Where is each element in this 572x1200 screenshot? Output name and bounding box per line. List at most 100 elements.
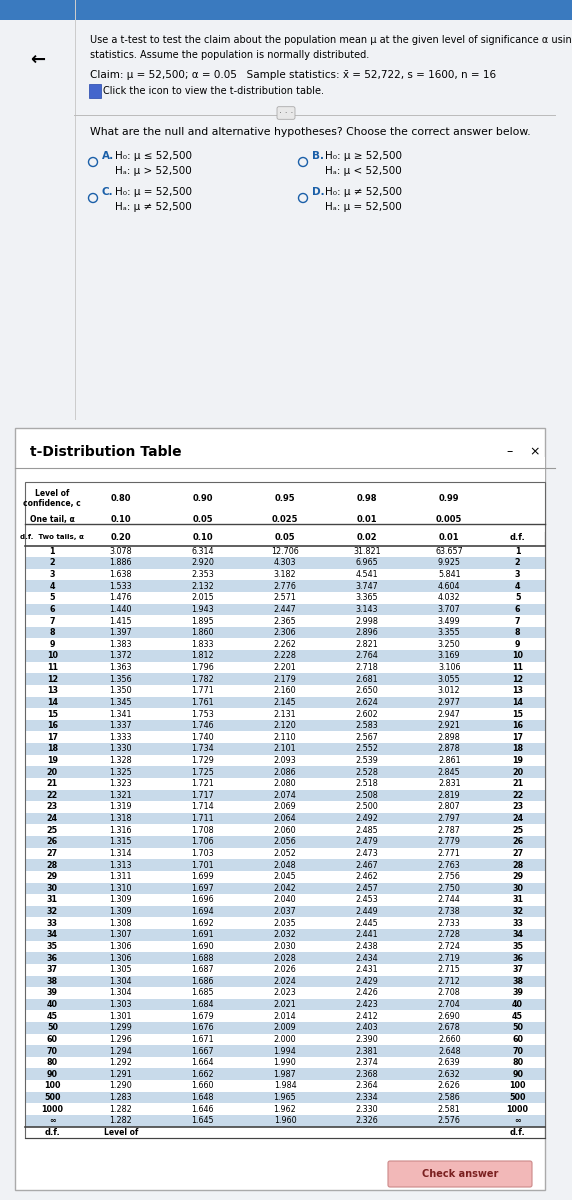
- Text: 39: 39: [47, 989, 58, 997]
- Text: 1.676: 1.676: [192, 1024, 214, 1032]
- Text: 1.282: 1.282: [109, 1116, 132, 1126]
- Text: 37: 37: [512, 965, 523, 974]
- Text: 35: 35: [512, 942, 523, 950]
- FancyBboxPatch shape: [25, 882, 545, 894]
- Text: 1.305: 1.305: [109, 965, 132, 974]
- Text: 25: 25: [512, 826, 523, 835]
- Text: 2.756: 2.756: [438, 872, 460, 881]
- Text: 23: 23: [512, 803, 523, 811]
- FancyBboxPatch shape: [89, 84, 101, 98]
- Text: 1.962: 1.962: [273, 1105, 296, 1114]
- Text: 24: 24: [47, 814, 58, 823]
- Text: 2.064: 2.064: [273, 814, 296, 823]
- Text: 2.403: 2.403: [356, 1024, 379, 1032]
- Text: 0.025: 0.025: [272, 516, 298, 524]
- Text: 2.426: 2.426: [356, 989, 379, 997]
- Text: 2.026: 2.026: [273, 965, 296, 974]
- Text: 2.423: 2.423: [356, 1000, 379, 1009]
- Text: 2.708: 2.708: [438, 989, 460, 997]
- Text: 2.074: 2.074: [273, 791, 296, 800]
- Text: 80: 80: [512, 1058, 523, 1067]
- Text: 2.690: 2.690: [438, 1012, 460, 1021]
- Text: H₀: μ ≠ 52,500: H₀: μ ≠ 52,500: [325, 187, 402, 197]
- Text: 1.341: 1.341: [110, 709, 132, 719]
- Text: 2.023: 2.023: [273, 989, 296, 997]
- Text: statistics. Assume the population is normally distributed.: statistics. Assume the population is nor…: [90, 50, 370, 60]
- Text: 0.10: 0.10: [110, 516, 131, 524]
- Text: 2.110: 2.110: [273, 733, 296, 742]
- Text: 2.374: 2.374: [356, 1058, 379, 1067]
- Text: 17: 17: [512, 733, 523, 742]
- Text: 2.998: 2.998: [356, 617, 379, 625]
- Text: Hₐ: μ > 52,500: Hₐ: μ > 52,500: [115, 166, 192, 176]
- FancyBboxPatch shape: [25, 755, 545, 767]
- Text: 1.960: 1.960: [273, 1116, 296, 1126]
- Text: 4: 4: [50, 582, 55, 590]
- FancyBboxPatch shape: [25, 1022, 545, 1033]
- Text: 0.01: 0.01: [357, 516, 378, 524]
- Text: 2.453: 2.453: [356, 895, 379, 905]
- Text: 36: 36: [512, 954, 523, 962]
- Text: 1.685: 1.685: [192, 989, 214, 997]
- Text: 1.725: 1.725: [192, 768, 214, 776]
- Text: d.f.: d.f.: [510, 1128, 526, 1136]
- Text: 1.283: 1.283: [109, 1093, 132, 1102]
- FancyBboxPatch shape: [25, 1103, 545, 1115]
- Text: 1.646: 1.646: [192, 1105, 214, 1114]
- Text: 4.032: 4.032: [438, 593, 460, 602]
- Text: 32: 32: [512, 907, 523, 916]
- Text: 1.290: 1.290: [109, 1081, 132, 1091]
- Text: 33: 33: [512, 919, 523, 928]
- Text: –: –: [507, 445, 513, 458]
- Text: 18: 18: [512, 744, 523, 754]
- Text: 1.697: 1.697: [192, 884, 214, 893]
- Text: 1.812: 1.812: [192, 652, 214, 660]
- FancyBboxPatch shape: [25, 1068, 545, 1080]
- Text: 40: 40: [47, 1000, 58, 1009]
- Text: 1.310: 1.310: [110, 884, 132, 893]
- Text: 2.602: 2.602: [356, 709, 379, 719]
- Text: 2.368: 2.368: [356, 1069, 379, 1079]
- Text: 3.106: 3.106: [438, 664, 460, 672]
- Text: 1.679: 1.679: [192, 1012, 214, 1021]
- Text: 2.624: 2.624: [356, 698, 379, 707]
- FancyBboxPatch shape: [25, 836, 545, 847]
- Text: 45: 45: [512, 1012, 523, 1021]
- Text: 1: 1: [50, 547, 55, 556]
- FancyBboxPatch shape: [25, 581, 545, 592]
- Text: 100: 100: [510, 1081, 526, 1091]
- Text: 1.383: 1.383: [110, 640, 132, 649]
- Text: 2.045: 2.045: [273, 872, 296, 881]
- Text: 2.764: 2.764: [356, 652, 379, 660]
- FancyBboxPatch shape: [25, 626, 545, 638]
- Text: 1.648: 1.648: [192, 1093, 214, 1102]
- Text: 2.132: 2.132: [192, 582, 214, 590]
- FancyBboxPatch shape: [25, 998, 545, 1010]
- Text: 9.925: 9.925: [438, 558, 460, 568]
- Text: H₀: μ ≥ 52,500: H₀: μ ≥ 52,500: [325, 151, 402, 161]
- Text: 29: 29: [512, 872, 523, 881]
- Text: 2.821: 2.821: [356, 640, 379, 649]
- Text: 24: 24: [512, 814, 523, 823]
- Text: 2.518: 2.518: [356, 779, 379, 788]
- FancyBboxPatch shape: [25, 953, 545, 964]
- Text: 2.576: 2.576: [438, 1116, 460, 1126]
- FancyBboxPatch shape: [25, 661, 545, 673]
- Text: 2.632: 2.632: [438, 1069, 460, 1079]
- Text: 2.715: 2.715: [438, 965, 460, 974]
- Text: 19: 19: [512, 756, 523, 766]
- Text: 2.449: 2.449: [356, 907, 379, 916]
- Text: 2.467: 2.467: [356, 860, 379, 870]
- Text: 14: 14: [512, 698, 523, 707]
- Text: 1.363: 1.363: [110, 664, 132, 672]
- Text: 34: 34: [512, 930, 523, 940]
- Text: 2.160: 2.160: [273, 686, 296, 695]
- Text: 60: 60: [512, 1034, 523, 1044]
- Text: Level of
confidence, c: Level of confidence, c: [23, 488, 81, 509]
- Text: 6: 6: [50, 605, 55, 614]
- FancyBboxPatch shape: [25, 917, 545, 929]
- Text: 3.499: 3.499: [438, 617, 460, 625]
- FancyBboxPatch shape: [25, 1092, 545, 1103]
- FancyBboxPatch shape: [25, 871, 545, 882]
- Text: 1.372: 1.372: [109, 652, 132, 660]
